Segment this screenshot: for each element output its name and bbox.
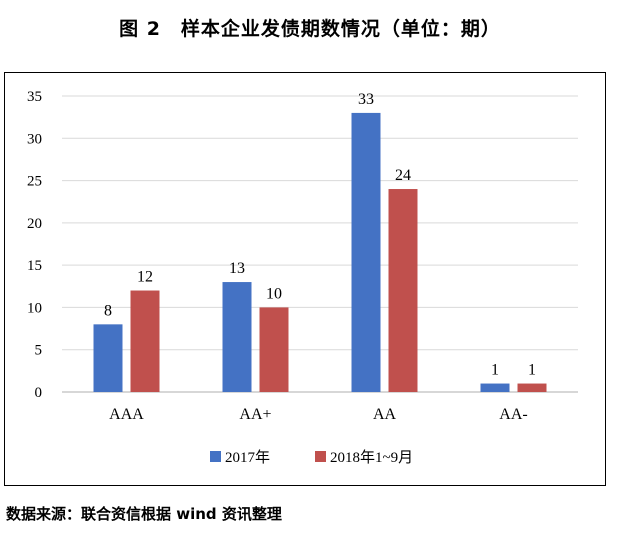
bar — [222, 282, 252, 392]
legend-label: 2017年 — [225, 449, 270, 466]
y-tick-label: 15 — [27, 258, 42, 274]
chart-title: 图 2 样本企业发债期数情况（单位：期） — [119, 18, 501, 40]
bar — [480, 383, 510, 392]
y-tick-label: 10 — [27, 300, 42, 316]
data-label: 1 — [491, 362, 499, 379]
bar — [93, 324, 123, 392]
data-source-note: 数据来源：联合资信根据 wind 资讯整理 — [6, 505, 282, 523]
y-tick-label: 20 — [27, 216, 42, 232]
legend-label: 2018年1~9月 — [330, 449, 413, 466]
data-label: 12 — [137, 269, 153, 286]
legend-swatch — [210, 451, 221, 462]
y-tick-label: 0 — [35, 385, 43, 401]
bar — [130, 290, 160, 392]
x-tick-label: AA — [373, 406, 397, 423]
bar — [517, 383, 547, 392]
data-label: 13 — [229, 260, 245, 277]
y-tick-label: 5 — [35, 343, 43, 359]
data-label: 10 — [266, 285, 282, 302]
chart-frame — [4, 72, 606, 486]
y-tick-label: 30 — [27, 131, 42, 147]
y-tick-label: 35 — [27, 89, 42, 105]
data-label: 8 — [104, 302, 112, 319]
bar — [388, 189, 418, 392]
y-tick-label: 25 — [27, 174, 42, 190]
x-tick-label: AAA — [109, 406, 144, 423]
data-label: 1 — [528, 362, 536, 379]
bar — [259, 307, 289, 392]
x-tick-label: AA- — [499, 406, 527, 423]
x-tick-label: AA+ — [239, 406, 271, 423]
bar — [351, 112, 381, 393]
data-label: 24 — [395, 167, 411, 184]
legend-swatch — [315, 451, 326, 462]
data-label: 33 — [358, 91, 374, 108]
